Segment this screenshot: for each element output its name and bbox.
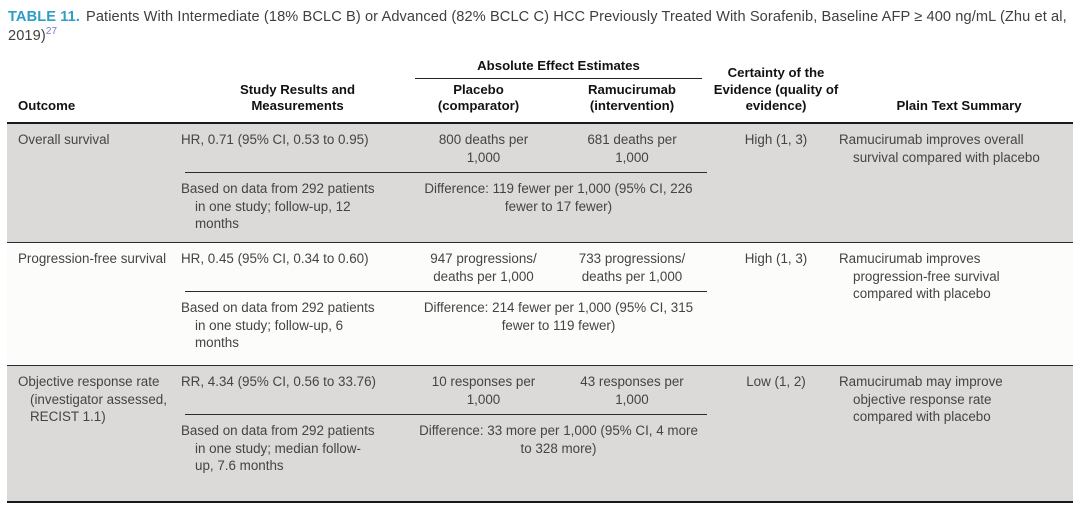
evidence-table: Outcome Study Results and Measurements A… [7, 56, 1073, 504]
column-group-absolute-effect: Absolute Effect Estimates Placebo (compa… [410, 56, 707, 123]
placebo-value-text: 947 progressions/ deaths per 1,000 [430, 251, 537, 284]
placebo-value-text: 10 responses per 1,000 [431, 374, 536, 407]
study-result-cell: HR, 0.71 (95% CI, 0.53 to 0.95) [181, 124, 410, 174]
study-basis-cell: Based on data from 292 patients in one s… [181, 173, 410, 242]
table-row-progression-free-survival: Progression-free survival HR, 0.45 (95% … [7, 243, 1073, 367]
table-title: TABLE 11. Patients With Intermediate (18%… [8, 8, 1072, 47]
summary-cell: Ramucirumab may improve objective respon… [839, 366, 1073, 501]
column-group-absolute-effect-label: Absolute Effect Estimates [415, 56, 702, 79]
outcome-cell: Overall survival [18, 132, 110, 148]
summary-cell: Ramucirumab improves progression-free su… [839, 243, 1073, 365]
placebo-value-cell: 10 responses per 1,000 [410, 366, 557, 416]
column-header-study-results-label: Study Results and Measurements [239, 81, 356, 114]
ramucirumab-value-cell: 681 deaths per 1,000 [557, 124, 707, 174]
study-basis-cell: Based on data from 292 patients in one s… [181, 292, 410, 365]
column-header-ramucirumab-label: Ramucirumab (intervention) [588, 81, 676, 114]
difference-cell: Difference: 214 fewer per 1,000 (95% CI,… [423, 300, 694, 333]
summary-text: Ramucirumab improves overall survival co… [839, 132, 1040, 165]
page: TABLE 11. Patients With Intermediate (18%… [7, 8, 1073, 504]
study-result-text: RR, 4.34 (95% CI, 0.56 to 33.76) [181, 374, 377, 390]
summary-text: Ramucirumab may improve objective respon… [839, 374, 1003, 425]
certainty-cell: High (1, 3) [744, 251, 808, 267]
ramucirumab-value-cell: 733 progressions/ deaths per 1,000 [557, 243, 707, 293]
column-header-certainty-label: Certainty of the Evidence (quality of ev… [713, 64, 839, 114]
placebo-value-cell: 947 progressions/ deaths per 1,000 [410, 243, 557, 293]
absolute-effect-subcolumns: Placebo (comparator) Ramucirumab (interv… [405, 79, 712, 123]
placebo-value-cell: 800 deaths per 1,000 [410, 124, 557, 174]
outcome-cell: Objective response rate (investigator as… [18, 374, 167, 425]
study-result-text: HR, 0.45 (95% CI, 0.34 to 0.60) [181, 251, 369, 267]
certainty-cell: Low (1, 2) [746, 374, 806, 390]
table-title-text: Patients With Intermediate (18% BCLC B) … [8, 9, 1067, 45]
table-number-label: TABLE 11. [8, 9, 80, 25]
column-header-placebo-label: Placebo (comparator) [437, 81, 520, 114]
difference-cell: Difference: 33 more per 1,000 (95% CI, 4… [419, 423, 698, 456]
column-header-study-results: Study Results and Measurements [185, 79, 410, 123]
reference-link[interactable]: 27 [45, 26, 58, 38]
ramucirumab-value-text: 681 deaths per 1,000 [587, 132, 677, 165]
table-row-objective-response-rate: Objective response rate (investigator as… [7, 366, 1073, 504]
ramucirumab-value-text: 43 responses per 1,000 [580, 374, 684, 407]
placebo-value-text: 800 deaths per 1,000 [438, 132, 529, 165]
ramucirumab-value-text: 733 progressions/ deaths per 1,000 [578, 251, 686, 284]
study-result-cell: HR, 0.45 (95% CI, 0.34 to 0.60) [181, 243, 410, 293]
summary-cell: Ramucirumab improves overall survival co… [839, 124, 1073, 242]
ramucirumab-value-cell: 43 responses per 1,000 [557, 366, 707, 416]
column-header-outcome: Outcome [18, 98, 76, 114]
summary-text: Ramucirumab improves progression-free su… [839, 251, 1000, 302]
certainty-cell: High (1, 3) [744, 132, 808, 148]
study-result-text: HR, 0.71 (95% CI, 0.53 to 0.95) [181, 132, 369, 148]
table-row-overall-survival: Overall survival HR, 0.71 (95% CI, 0.53 … [7, 124, 1073, 244]
study-basis-text: Based on data from 292 patients in one s… [181, 300, 375, 351]
difference-cell: Difference: 119 fewer per 1,000 (95% CI,… [424, 181, 693, 214]
study-result-cell: RR, 4.34 (95% CI, 0.56 to 33.76) [181, 366, 410, 416]
column-header-summary: Plain Text Summary [896, 98, 1022, 114]
table-header: Outcome Study Results and Measurements A… [7, 56, 1073, 125]
column-header-ramucirumab: Ramucirumab (intervention) [552, 79, 712, 123]
study-basis-text: Based on data from 292 patients in one s… [181, 181, 375, 232]
outcome-cell: Progression-free survival [18, 251, 167, 267]
study-basis-cell: Based on data from 292 patients in one s… [181, 415, 410, 501]
column-header-placebo: Placebo (comparator) [405, 79, 552, 123]
column-header-certainty: Certainty of the Evidence (quality of ev… [707, 62, 845, 123]
study-basis-text: Based on data from 292 patients in one s… [181, 423, 375, 474]
